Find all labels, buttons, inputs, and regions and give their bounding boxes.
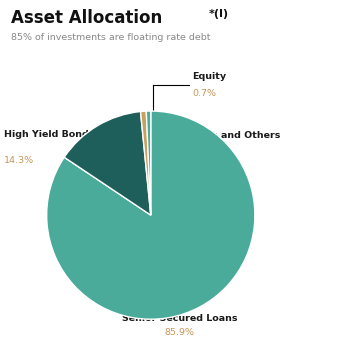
Text: 85% of investments are floating rate debt: 85% of investments are floating rate deb… xyxy=(11,33,210,42)
Text: *(I): *(I) xyxy=(208,9,228,19)
Text: Cash and Others: Cash and Others xyxy=(192,131,280,140)
Text: Equity: Equity xyxy=(192,72,227,81)
Text: 85.9%: 85.9% xyxy=(164,328,195,337)
Text: Asset Allocation: Asset Allocation xyxy=(11,9,162,27)
Text: High Yield Bonds: High Yield Bonds xyxy=(4,130,94,139)
Text: -0.9%: -0.9% xyxy=(192,149,220,158)
Wedge shape xyxy=(47,111,255,319)
Wedge shape xyxy=(140,111,151,215)
Text: 14.3%: 14.3% xyxy=(4,156,34,165)
Wedge shape xyxy=(146,111,151,215)
Wedge shape xyxy=(64,111,151,215)
Text: Senior Secured Loans: Senior Secured Loans xyxy=(122,314,237,323)
Text: 0.7%: 0.7% xyxy=(192,89,216,98)
